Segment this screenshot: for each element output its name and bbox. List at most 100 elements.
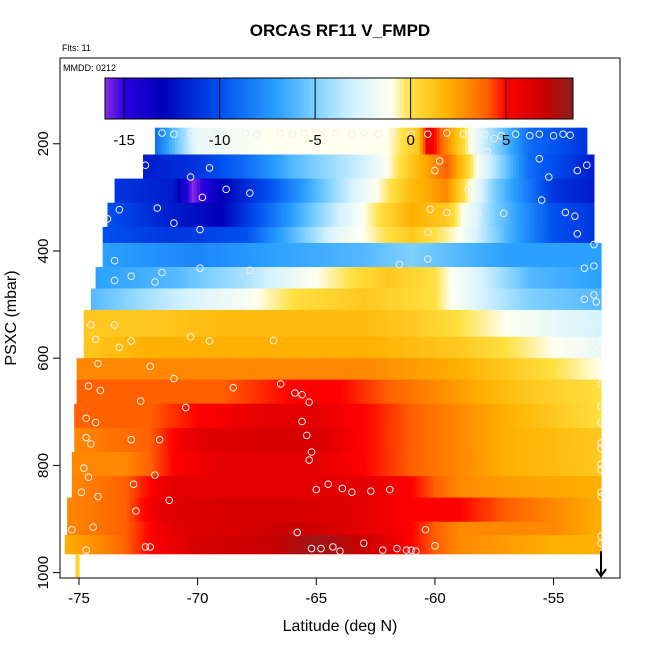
heatmap-cell	[421, 403, 426, 429]
heatmap-cell	[237, 154, 241, 180]
x-tick-label: -65	[305, 590, 327, 607]
heatmap-cell	[586, 242, 591, 268]
heatmap-cell	[507, 452, 511, 477]
heatmap-cell	[345, 127, 350, 155]
heatmap-cell	[467, 452, 472, 477]
heatmap-cell	[465, 336, 469, 359]
heatmap-cell	[455, 288, 459, 311]
heatmap-cell	[139, 427, 144, 453]
heatmap-cell	[246, 267, 250, 289]
heatmap-cell	[108, 226, 112, 244]
heatmap-cell	[479, 309, 483, 338]
heatmap-cell	[391, 336, 395, 359]
heatmap-cell	[148, 154, 153, 180]
heatmap-cell	[391, 309, 395, 338]
heatmap-cell	[564, 476, 568, 498]
heatmap-cell	[311, 336, 315, 359]
heatmap-cell	[373, 403, 377, 429]
heatmap-cell	[171, 427, 175, 453]
heatmap-cell	[285, 476, 289, 498]
heatmap-cell	[140, 452, 144, 477]
heatmap-cell	[358, 288, 362, 311]
heatmap-cell	[205, 242, 209, 268]
heatmap-cell	[104, 497, 108, 523]
heatmap-cell	[226, 336, 230, 359]
heatmap-cell	[162, 242, 166, 268]
data-point	[597, 492, 605, 501]
heatmap-cell	[309, 267, 313, 289]
heatmap-cell	[186, 309, 190, 338]
heatmap-cell	[526, 403, 531, 429]
heatmap-cell	[220, 267, 225, 289]
heatmap-cell	[171, 154, 175, 180]
heatmap-cell	[469, 535, 473, 555]
heatmap-cell	[153, 379, 157, 405]
heatmap-cell	[83, 476, 87, 498]
colorbar-cell	[359, 78, 363, 119]
heatmap-cell	[156, 226, 161, 244]
heatmap-cell	[547, 127, 552, 155]
heatmap-cell	[411, 336, 415, 359]
heatmap-cell	[328, 127, 333, 155]
heatmap-cell	[461, 226, 465, 244]
heatmap-cell	[321, 427, 326, 453]
heatmap-cell	[196, 427, 201, 453]
heatmap-cell	[438, 226, 443, 244]
heatmap-cell	[169, 497, 174, 523]
heatmap-cell	[264, 535, 268, 555]
data-point	[338, 484, 347, 493]
heatmap-cell	[447, 226, 451, 244]
heatmap-cell	[234, 309, 239, 338]
heatmap-cell	[302, 127, 307, 155]
heatmap-cell	[383, 497, 387, 523]
heatmap-cell	[181, 202, 185, 228]
heatmap-cell	[535, 288, 539, 311]
heatmap-cell	[442, 452, 446, 477]
heatmap-cell	[410, 403, 414, 429]
heatmap-cell	[345, 476, 349, 498]
heatmap-cell	[286, 497, 290, 523]
heatmap-cell	[157, 452, 161, 477]
heatmap-cell	[237, 178, 241, 204]
heatmap-cell	[122, 403, 127, 429]
heatmap-cell	[494, 202, 499, 228]
heatmap-cell	[422, 476, 426, 498]
heatmap-cell	[405, 476, 409, 498]
heatmap-cell	[562, 336, 566, 359]
data-point	[402, 546, 411, 554]
heatmap-cell	[375, 358, 380, 381]
heatmap-cell	[482, 497, 487, 523]
heatmap-cell	[101, 267, 105, 289]
heatmap-cell	[582, 309, 586, 338]
heatmap-cell	[297, 521, 302, 536]
heatmap-cell	[198, 267, 202, 289]
heatmap-cell	[379, 127, 384, 155]
heatmap-cell	[501, 452, 506, 477]
heatmap-cell	[328, 154, 332, 180]
heatmap-cell	[510, 154, 514, 180]
heatmap-cell	[492, 226, 497, 244]
heatmap-cell	[304, 288, 308, 311]
heatmap-cell	[117, 476, 121, 498]
heatmap-cell	[139, 379, 143, 405]
heatmap-cell	[374, 521, 379, 536]
heatmap-cell	[596, 309, 600, 338]
heatmap-cell	[330, 452, 335, 477]
heatmap-cell	[523, 288, 528, 311]
heatmap-cell	[333, 178, 338, 204]
heatmap-cell	[362, 309, 367, 338]
heatmap-cell	[419, 178, 423, 204]
heatmap-cell	[227, 358, 231, 381]
heatmap-cell	[541, 154, 546, 180]
heatmap-cell	[518, 226, 522, 244]
heatmap-cell	[529, 288, 533, 311]
heatmap-cell	[252, 521, 256, 536]
heatmap-cell	[245, 154, 250, 180]
heatmap-cell	[359, 309, 364, 338]
heatmap-cell	[358, 535, 362, 555]
data-point	[386, 485, 394, 494]
heatmap-cell	[293, 476, 298, 498]
heatmap-cell	[143, 309, 147, 338]
heatmap-cell	[151, 427, 155, 453]
colorbar-cell	[131, 78, 135, 119]
